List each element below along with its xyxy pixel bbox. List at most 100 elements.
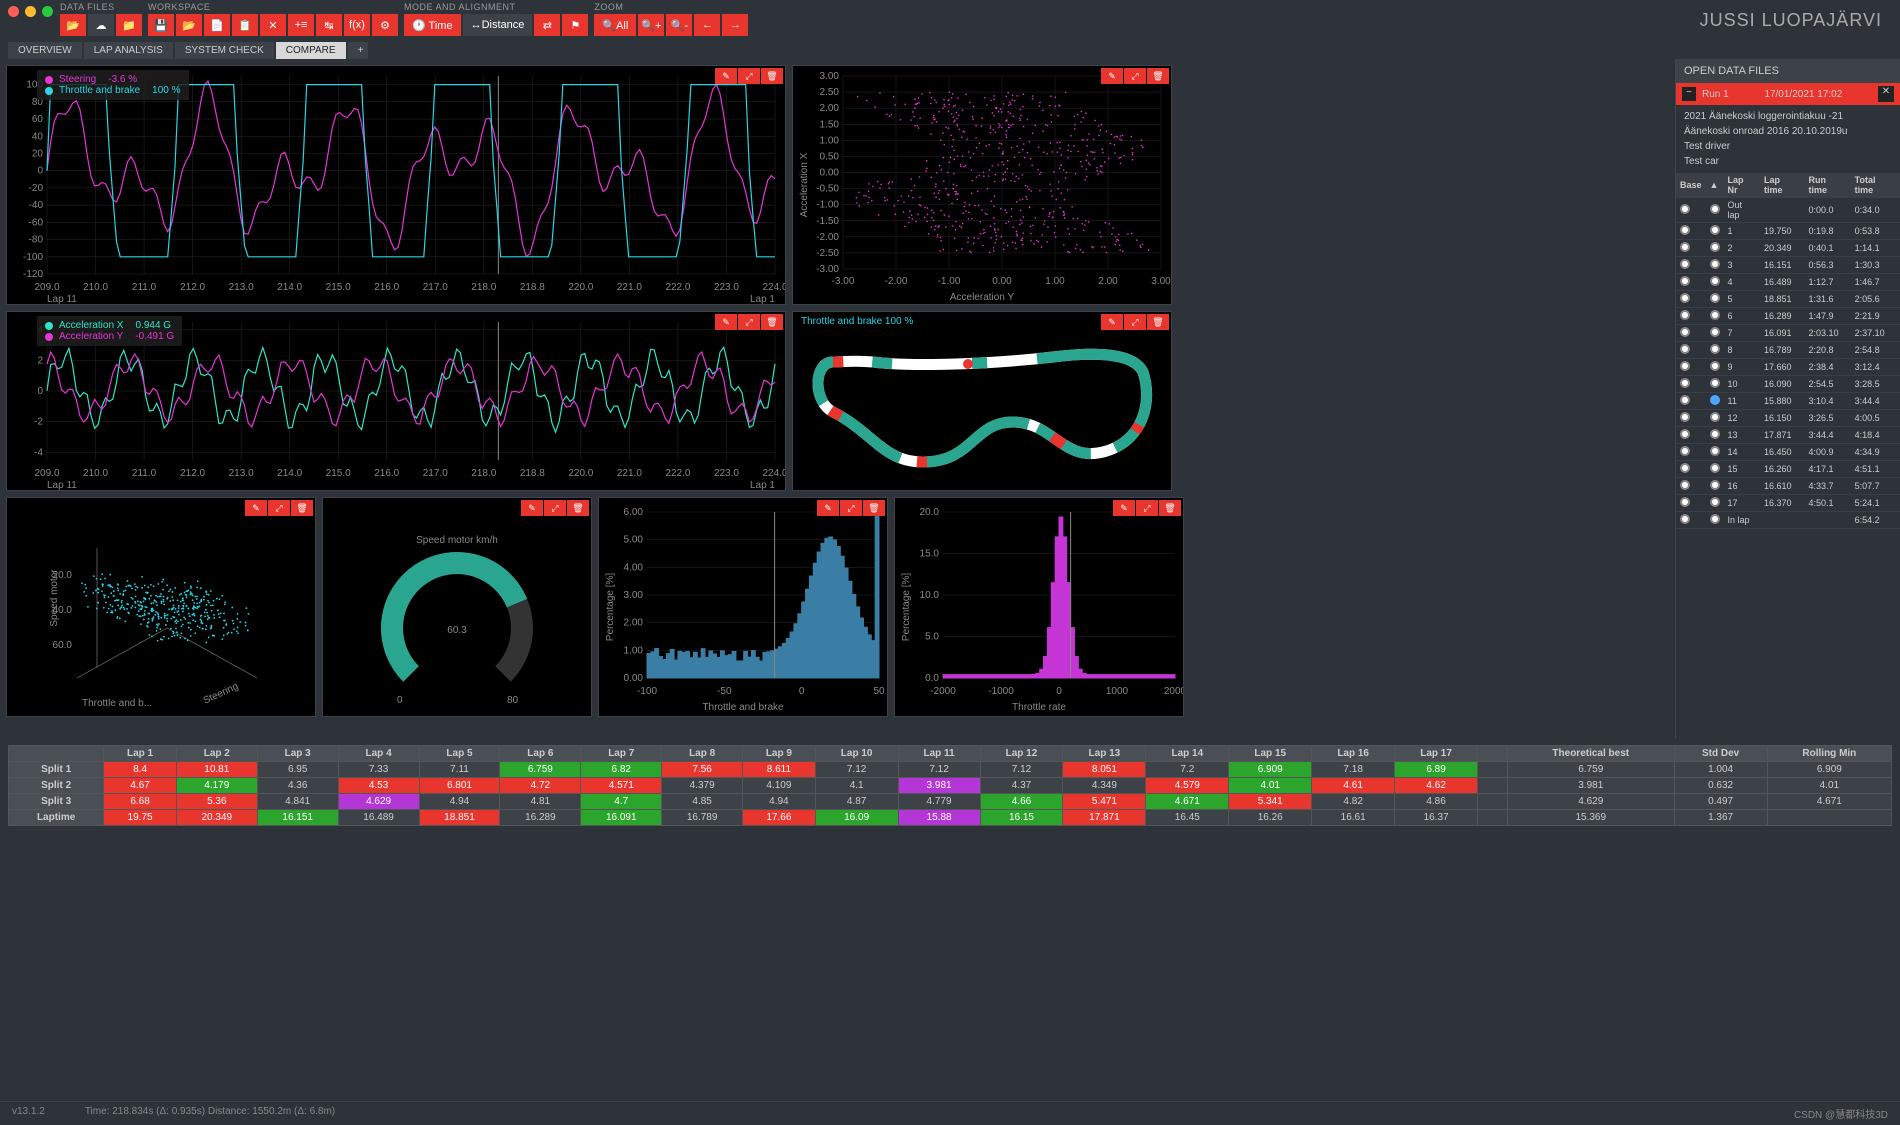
close-run-icon[interactable]: ✕	[1878, 86, 1894, 102]
maximize-icon[interactable]	[42, 6, 53, 17]
lap-row[interactable]: 119.7500:19.80:53.8	[1676, 223, 1900, 240]
svg-text:10.0: 10.0	[920, 590, 940, 601]
svg-text:224.0: 224.0	[762, 468, 785, 479]
expand-icon[interactable]: ⤢	[738, 314, 760, 330]
sidebar: OPEN DATA FILES − Run 1 17/01/2021 17:02…	[1675, 59, 1900, 739]
lap-row[interactable]: 716.0912:03.102:37.10	[1676, 325, 1900, 342]
delete-icon[interactable]: 🗑	[1159, 500, 1181, 516]
svg-text:-2.50: -2.50	[816, 248, 839, 259]
expand-icon[interactable]: ⤢	[1124, 314, 1146, 330]
edit-icon[interactable]: ✎	[1101, 314, 1123, 330]
toolbar-button[interactable]: ←	[694, 14, 720, 36]
toolbar-button[interactable]: f(x)	[344, 14, 370, 36]
minimize-icon[interactable]	[25, 6, 36, 17]
svg-text:2: 2	[37, 355, 43, 366]
edit-icon[interactable]: ✎	[521, 500, 543, 516]
toolbar-button[interactable]: ☁	[88, 14, 114, 36]
delete-icon[interactable]: 🗑	[761, 68, 783, 84]
delete-icon[interactable]: 🗑	[1147, 68, 1169, 84]
toolbar-button[interactable]: +≡	[288, 14, 314, 36]
toolbar-button[interactable]: ⚙	[372, 14, 398, 36]
edit-icon[interactable]: ✎	[1113, 500, 1135, 516]
toolbar-button[interactable]: 📂	[176, 14, 202, 36]
svg-text:0.00: 0.00	[624, 673, 644, 684]
svg-text:-120: -120	[23, 269, 43, 280]
lap-row[interactable]: 1416.4504:00.94:34.9	[1676, 444, 1900, 461]
expand-icon[interactable]: ⤢	[738, 68, 760, 84]
lap-row[interactable]: 816.7892:20.82:54.8	[1676, 342, 1900, 359]
expand-icon[interactable]: ⤢	[544, 500, 566, 516]
toolbar-button[interactable]: ↔Distance	[463, 14, 533, 36]
lap-row[interactable]: 1216.1503:26.54:00.5	[1676, 410, 1900, 427]
edit-icon[interactable]: ✎	[1101, 68, 1123, 84]
delete-icon[interactable]: 🗑	[567, 500, 589, 516]
delete-icon[interactable]: 🗑	[863, 500, 885, 516]
svg-text:209.0: 209.0	[34, 282, 59, 293]
svg-text:221.0: 221.0	[617, 282, 642, 293]
svg-text:-100: -100	[23, 252, 43, 263]
expand-icon[interactable]: ⤢	[1124, 68, 1146, 84]
toolbar-button[interactable]: ⇄	[534, 14, 560, 36]
toolbar-button[interactable]: 📂	[60, 14, 86, 36]
lap-row[interactable]: 1016.0902:54.53:28.5	[1676, 376, 1900, 393]
expand-icon[interactable]: ⤢	[1136, 500, 1158, 516]
expand-icon[interactable]: ⤢	[840, 500, 862, 516]
lap-row[interactable]: 616.2891:47.92:21.9	[1676, 308, 1900, 325]
delete-icon[interactable]: 🗑	[761, 314, 783, 330]
lap-row[interactable]: In lap6:54.2	[1676, 512, 1900, 529]
toolbar-button[interactable]: 📋	[232, 14, 258, 36]
toolbar-button[interactable]: 🔍-	[666, 14, 692, 36]
acceleration-chart: ✎⤢🗑 Acceleration X0.944 GAcceleration Y-…	[6, 311, 786, 491]
lap-row[interactable]: 1516.2604:17.14:51.1	[1676, 461, 1900, 478]
close-icon[interactable]	[8, 6, 19, 17]
toolbar-button[interactable]: ↹	[316, 14, 342, 36]
edit-icon[interactable]: ✎	[715, 68, 737, 84]
lap-row[interactable]: 917.6602:38.43:12.4	[1676, 359, 1900, 376]
delete-icon[interactable]: 🗑	[1147, 314, 1169, 330]
edit-icon[interactable]: ✎	[715, 314, 737, 330]
edit-icon[interactable]: ✎	[817, 500, 839, 516]
edit-icon[interactable]: ✎	[245, 500, 267, 516]
tab-overview[interactable]: OVERVIEW	[8, 42, 82, 59]
svg-text:Throttle and b...: Throttle and b...	[82, 698, 152, 709]
lap-row[interactable]: 1616.6104:33.75:07.7	[1676, 478, 1900, 495]
tab-compare[interactable]: COMPARE	[276, 42, 346, 59]
svg-text:-20: -20	[29, 183, 44, 194]
lap-row[interactable]: 1716.3704:50.15:24.1	[1676, 495, 1900, 512]
svg-text:Throttle rate: Throttle rate	[1012, 702, 1066, 713]
collapse-icon[interactable]: −	[1682, 87, 1696, 101]
svg-text:222.0: 222.0	[665, 282, 690, 293]
toolbar-button[interactable]: 💾	[148, 14, 174, 36]
lap-row[interactable]: Out lap0:00.00:34.0	[1676, 198, 1900, 223]
toolbar-button[interactable]: 🔍All	[594, 14, 636, 36]
lap-row[interactable]: 518.8511:31.62:05.6	[1676, 291, 1900, 308]
svg-text:210.0: 210.0	[83, 468, 108, 479]
lap-row[interactable]: 1317.8713:44.44:18.4	[1676, 427, 1900, 444]
toolbar-button[interactable]: 📄	[204, 14, 230, 36]
toolbar-button[interactable]: 🕐 Time	[404, 14, 461, 36]
toolbar-button[interactable]: ✕	[260, 14, 286, 36]
toolbar-button[interactable]: ⚑	[562, 14, 588, 36]
lap-row[interactable]: 316.1510:56.31:30.3	[1676, 257, 1900, 274]
add-tab-button[interactable]: +	[348, 42, 368, 59]
run-row[interactable]: − Run 1 17/01/2021 17:02 ✕	[1676, 83, 1900, 105]
brand-label: JUSSI LUOPAJÄRVI	[1700, 2, 1892, 31]
svg-text:20: 20	[32, 148, 44, 159]
svg-text:Throttle and brake: Throttle and brake	[702, 702, 784, 713]
toolbar-button[interactable]: →	[722, 14, 748, 36]
toolbar-button[interactable]: 📁	[116, 14, 142, 36]
toolbar-button[interactable]: 🔍+	[638, 14, 664, 36]
delete-icon[interactable]: 🗑	[291, 500, 313, 516]
lap-row[interactable]: 416.4891:12.71:46.7	[1676, 274, 1900, 291]
lap-row[interactable]: 220.3490:40.11:14.1	[1676, 240, 1900, 257]
credit-label: CSDN @慧都科技3D	[1794, 1106, 1888, 1121]
tab-system check[interactable]: SYSTEM CHECK	[175, 42, 274, 59]
svg-text:220.0: 220.0	[568, 468, 593, 479]
svg-text:2.50: 2.50	[820, 87, 840, 98]
lap-row[interactable]: 1115.8803:10.43:44.4	[1676, 393, 1900, 410]
svg-text:2.00: 2.00	[624, 618, 644, 629]
svg-text:1.00: 1.00	[820, 135, 840, 146]
tab-lap analysis[interactable]: LAP ANALYSIS	[84, 42, 173, 59]
expand-icon[interactable]: ⤢	[268, 500, 290, 516]
svg-text:60.3: 60.3	[447, 625, 467, 636]
